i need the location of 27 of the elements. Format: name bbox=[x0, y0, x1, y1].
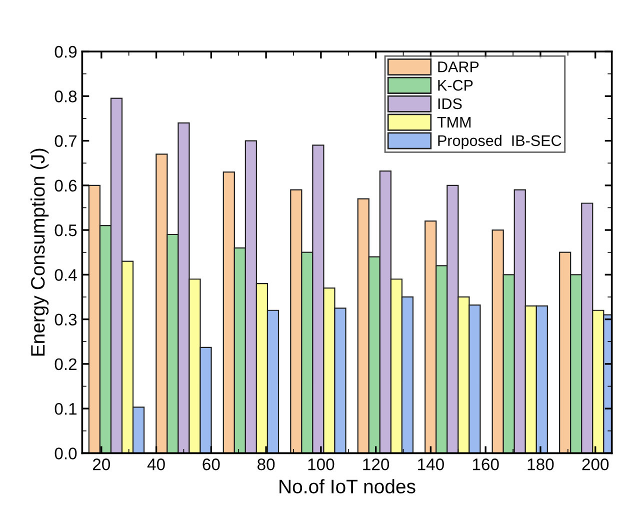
y-tick-label: 0.7 bbox=[54, 135, 76, 147]
legend-label: K-CP bbox=[438, 80, 473, 91]
y-tick-label: 0.6 bbox=[54, 180, 77, 192]
y-axis-title: Energy Consumption (J) bbox=[30, 148, 49, 356]
x-tick-label: 120 bbox=[363, 458, 390, 470]
x-axis-title: No.of IoT nodes bbox=[280, 479, 416, 494]
x-tick-label: 200 bbox=[582, 458, 609, 470]
x-tick-label: 80 bbox=[258, 458, 275, 470]
legend-label: TMM bbox=[437, 116, 471, 128]
x-tick-label: 180 bbox=[528, 458, 554, 470]
x-tick-label: 100 bbox=[308, 458, 334, 470]
legend-label: IDS bbox=[438, 98, 462, 110]
y-tick-label: 0.3 bbox=[54, 314, 77, 326]
x-tick-label: 20 bbox=[92, 458, 110, 470]
legend-label: Proposed IB-SEC bbox=[438, 134, 562, 150]
y-tick-label: 0.4 bbox=[54, 269, 77, 281]
x-tick-label: 60 bbox=[202, 458, 220, 470]
x-tick-label: 40 bbox=[147, 458, 165, 470]
y-tick-label: 0.8 bbox=[54, 90, 77, 102]
x-tick-label: 160 bbox=[472, 458, 499, 470]
legend-label: DARP bbox=[438, 62, 479, 72]
y-tick-label: 0.0 bbox=[54, 448, 77, 460]
x-tick-label: 140 bbox=[418, 458, 444, 470]
y-tick-label: 0.9 bbox=[54, 46, 77, 58]
y-tick-label: 0.2 bbox=[54, 358, 76, 370]
y-tick-label: 0.1 bbox=[54, 402, 77, 415]
y-tick-label: 0.5 bbox=[54, 224, 77, 236]
